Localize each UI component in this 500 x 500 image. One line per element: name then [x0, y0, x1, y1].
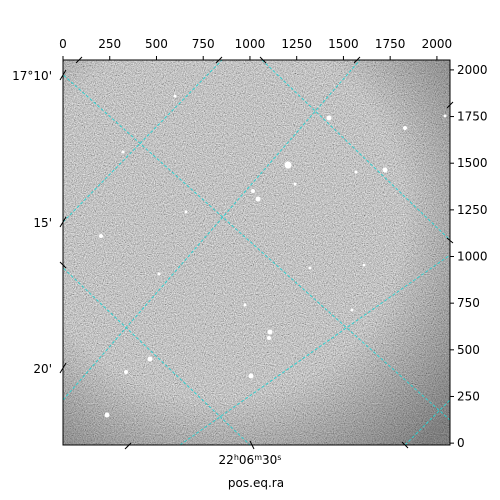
ra-unit: h [234, 453, 239, 462]
ra-unit: m [254, 453, 262, 462]
y-tick-label: 750 [457, 296, 480, 310]
dec-tick-label: 17°10' [12, 69, 52, 83]
y-tick-label: 2000 [457, 63, 488, 77]
x-tick-label: 1250 [281, 37, 312, 51]
dec-tick-label: 15' [33, 216, 52, 230]
y-tick-label: 1750 [457, 110, 488, 124]
y-tick-label: 1000 [457, 250, 488, 264]
ra-tick-label: 22h06m30s [219, 453, 282, 468]
x-tick-label: 750 [192, 37, 215, 51]
x-tick-label: 1500 [328, 37, 359, 51]
ra-number: 30 [262, 453, 277, 467]
y-tick-label: 1250 [457, 203, 488, 217]
world-ticks [59, 56, 454, 450]
x-tick-label: 0 [59, 37, 67, 51]
x-tick-label: 1000 [235, 37, 266, 51]
dec-tick-label: 20' [33, 362, 52, 376]
y-tick-label: 0 [457, 436, 465, 450]
coordinate-grid [63, 60, 450, 445]
frame [62, 59, 451, 446]
ra-number: 22 [219, 453, 234, 467]
ra-number: 06 [239, 453, 254, 467]
sky-image [62, 59, 451, 446]
y-tick-label: 1500 [457, 156, 488, 170]
x-axis-label: pos.eq.ra [228, 476, 284, 490]
x-tick-label: 1750 [375, 37, 406, 51]
y-tick-label: 250 [457, 389, 480, 403]
x-tick-label: 500 [145, 37, 168, 51]
x-tick-label: 250 [98, 37, 121, 51]
ra-unit: s [277, 453, 281, 462]
y-tick-label: 500 [457, 343, 480, 357]
x-tick-label: 2000 [422, 37, 453, 51]
stars [99, 94, 447, 418]
